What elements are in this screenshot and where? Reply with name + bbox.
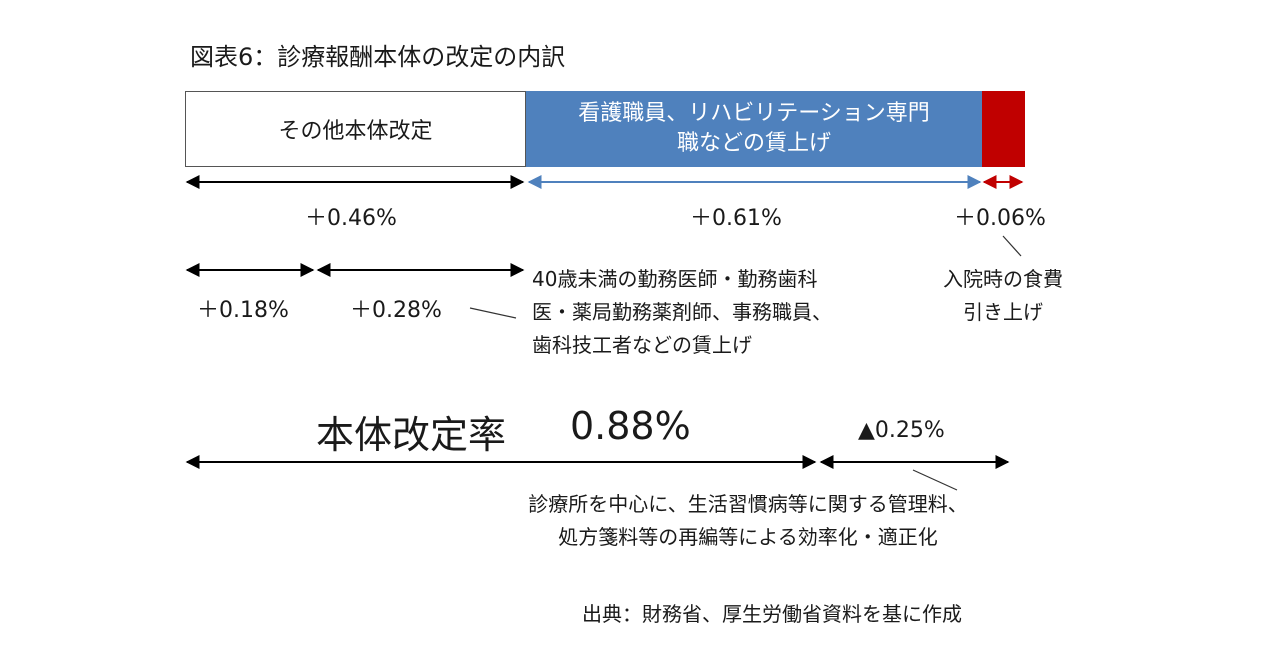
bar-segment-nurse: 看護職員、リハビリテーション専門 職などの賃上げ — [526, 91, 982, 167]
note-meal: 入院時の食費 引き上げ — [926, 263, 1080, 329]
note-staff: 40歳未満の勤務医師・勤務歯科 医・薬局勤務薬剤師、事務職員、 歯科技工者などの… — [532, 263, 832, 362]
value-sub-a: ＋0.18% — [197, 298, 289, 323]
total-label: 本体改定率 — [316, 413, 507, 457]
note-reduction-line1: 診療所を中心に、生活習慣病等に関する管理料、 — [528, 492, 968, 516]
source-note: 出典：財務省、厚生労働省資料を基に作成 — [582, 602, 962, 626]
reduction-value: ▲0.25% — [858, 418, 945, 443]
note-staff-line3: 歯科技工者などの賃上げ — [532, 333, 752, 357]
value-meal: ＋0.06% — [954, 206, 1046, 231]
leader-meal — [1002, 235, 1022, 257]
total-value: 0.88% — [570, 404, 691, 448]
note-meal-line1: 入院時の食費 — [943, 267, 1063, 291]
bar-segment-nurse-label-line2: 職などの賃上げ — [676, 131, 831, 156]
value-other: ＋0.46% — [305, 206, 397, 231]
note-meal-line2: 引き上げ — [963, 300, 1043, 324]
note-staff-line2: 医・薬局勤務薬剤師、事務職員、 — [532, 300, 832, 324]
note-reduction-line2: 処方箋料等の再編等による効率化・適正化 — [558, 525, 938, 549]
leader-sub-b — [469, 307, 517, 319]
note-reduction: 診療所を中心に、生活習慣病等に関する管理料、 処方箋料等の再編等による効率化・適… — [472, 488, 1024, 554]
bar-segment-other-label: その他本体改定 — [278, 119, 433, 144]
value-nurse: ＋0.61% — [690, 206, 782, 231]
leader-reduction — [912, 469, 958, 491]
note-staff-line1: 40歳未満の勤務医師・勤務歯科 — [532, 267, 818, 291]
bar-segment-meal — [982, 91, 1025, 167]
value-sub-b: ＋0.28% — [350, 298, 442, 323]
bar-segment-nurse-label-line1: 看護職員、リハビリテーション専門 — [578, 101, 930, 126]
bar-segment-other: その他本体改定 — [185, 91, 526, 167]
figure-title: 図表6：診療報酬本体の改定の内訳 — [190, 43, 566, 71]
